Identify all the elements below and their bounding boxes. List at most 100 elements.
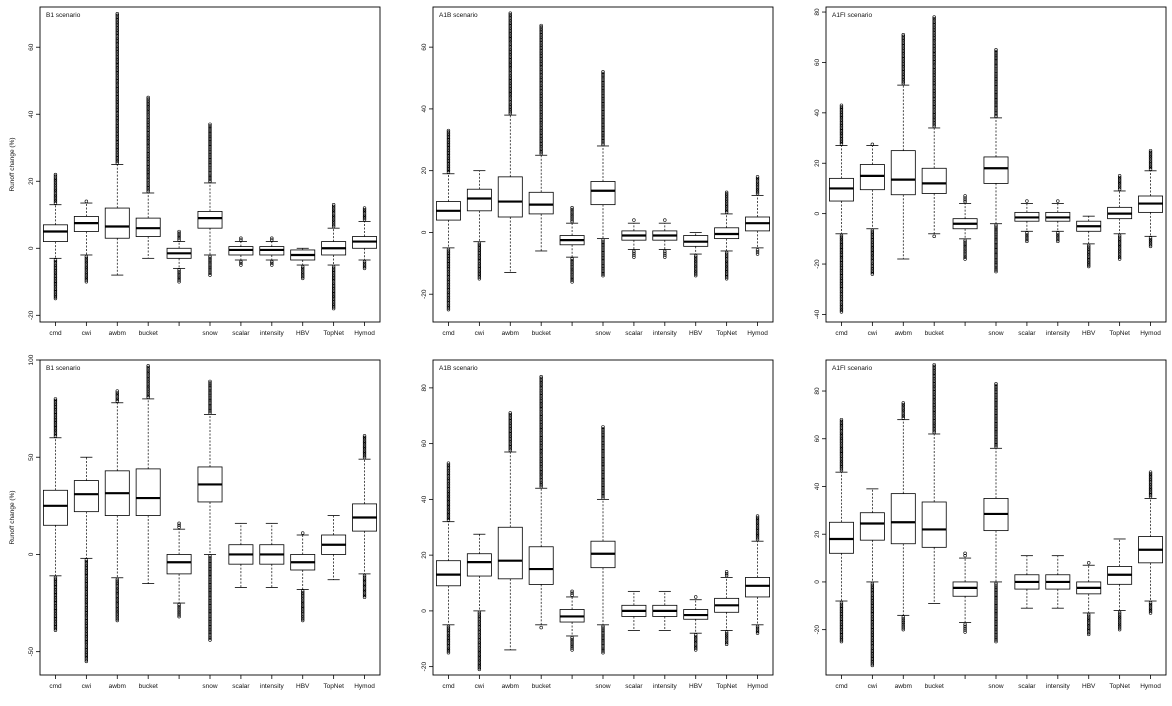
outlier-lower (694, 263, 698, 268)
outlier-upper (146, 123, 150, 127)
outlier-upper (115, 95, 119, 99)
outlier-upper (539, 78, 543, 82)
y-tick-label-40: 40 (814, 109, 821, 117)
outlier-upper (994, 415, 998, 420)
outlier-upper (239, 236, 243, 240)
outlier-upper (362, 445, 367, 450)
outlier-lower (208, 570, 212, 574)
outlier-upper (115, 156, 119, 160)
box-hymod (352, 434, 377, 599)
outlier-lower (84, 263, 89, 267)
outlier-lower (1117, 614, 1122, 618)
outlier-lower (839, 287, 844, 291)
outlier-lower (53, 282, 58, 286)
outlier-lower (870, 581, 875, 586)
outlier-upper (994, 80, 998, 84)
outlier-lower (208, 591, 212, 595)
outlier-upper (601, 113, 605, 118)
panel-a1fi-bottom: A1FI scenario -20 0 20 40 60 80 cmd cwi awbm bucke… (786, 353, 1172, 706)
outlier-lower (839, 610, 844, 615)
outlier-upper (446, 164, 451, 168)
outlier-upper (539, 462, 543, 466)
outlier-upper (508, 37, 512, 41)
y-tick-label-0: 0 (421, 609, 428, 613)
outlier-upper (53, 402, 58, 406)
outlier-upper (901, 411, 905, 415)
outlier-lower (84, 261, 89, 266)
outlier-lower (446, 273, 451, 278)
outlier-upper (932, 58, 936, 63)
outlier-lower (84, 600, 89, 604)
outlier-upper (208, 394, 212, 398)
outlier-lower (870, 655, 875, 660)
outlier-lower (870, 639, 875, 644)
outlier-upper (115, 39, 119, 43)
outlier-lower (994, 599, 998, 603)
outlier-upper (932, 57, 936, 61)
outlier-lower (839, 277, 844, 282)
outlier-upper (539, 71, 543, 76)
outlier-lower (839, 274, 844, 278)
outlier-lower (870, 610, 875, 615)
outlier-lower (870, 609, 875, 613)
box-iqr (43, 489, 68, 526)
y-tick-label-60: 60 (814, 58, 821, 66)
outlier-lower (994, 588, 998, 592)
outlier-lower (446, 260, 451, 265)
box-iqr (859, 164, 885, 191)
outlier-upper (839, 424, 844, 428)
outlier-upper (508, 90, 512, 95)
outlier-upper (115, 392, 119, 397)
outlier-upper (508, 32, 512, 36)
outlier-lower (115, 617, 119, 621)
outlier-upper (446, 170, 451, 174)
outlier-lower (115, 589, 119, 593)
outlier-upper (539, 145, 543, 149)
outlier-lower (839, 618, 844, 623)
outlier-lower (446, 249, 451, 253)
outlier-upper (601, 475, 605, 479)
outlier-lower (301, 599, 305, 603)
outlier-lower (301, 615, 305, 619)
outlier-upper (994, 56, 998, 60)
outlier-upper (362, 208, 367, 212)
outlier-lower (839, 298, 844, 303)
outlier-upper (508, 69, 512, 74)
outlier-lower (84, 633, 89, 638)
outlier-upper (994, 422, 998, 426)
outlier-lower (694, 641, 698, 645)
outlier-lower (446, 272, 451, 276)
x-tick-label-topnet: TopNet (323, 683, 344, 690)
outlier-upper (115, 394, 119, 398)
y-tick-label-40: 40 (421, 105, 428, 113)
x-tick-label-hymod: Hymod (354, 683, 375, 690)
outlier-upper (446, 133, 451, 138)
outlier-upper (570, 216, 574, 220)
outlier-upper (539, 404, 543, 408)
x-tick-label-cwi: cwi (82, 330, 91, 337)
box-topnet (321, 203, 347, 311)
outlier-lower (331, 268, 336, 272)
outlier-lower (601, 269, 605, 273)
x-tick-label-awbm: awbm (502, 683, 519, 690)
outlier-lower (1087, 250, 1091, 254)
outlier-upper (508, 106, 512, 111)
outlier-lower (870, 228, 875, 233)
outlier-lower (724, 250, 729, 255)
outlier-upper (755, 532, 760, 537)
outlier-upper (115, 13, 119, 18)
outlier-upper (994, 440, 998, 444)
outlier-lower (301, 602, 305, 606)
outlier-upper (446, 515, 451, 519)
outlier-lower (177, 608, 181, 612)
outlier-lower (84, 645, 89, 649)
outlier-lower (1087, 256, 1091, 261)
outlier-lower (301, 604, 305, 608)
outlier-lower (839, 238, 844, 243)
outlier-upper (331, 213, 336, 217)
outlier-upper (53, 431, 58, 435)
outlier-upper (53, 432, 58, 437)
outlier-upper (932, 23, 936, 27)
outlier-upper (994, 432, 998, 436)
scenario-title: B1 scenario (46, 12, 81, 19)
